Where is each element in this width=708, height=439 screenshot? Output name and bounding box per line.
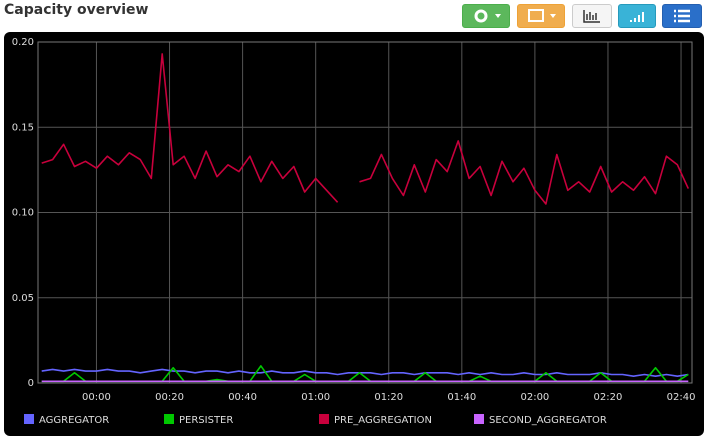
- legend-swatch: [164, 414, 174, 424]
- settings-button[interactable]: [462, 4, 510, 28]
- legend-label: SECOND_AGGREGATOR: [489, 415, 607, 426]
- y-tick-label: 0.10: [12, 208, 34, 219]
- chart-background: [4, 32, 704, 436]
- x-tick-label: 02:40: [667, 392, 696, 403]
- y-tick-label: 0.20: [12, 37, 34, 48]
- series-line: [41, 53, 690, 205]
- legend-swatch: [24, 414, 34, 424]
- icon: [474, 9, 501, 23]
- legend-label: PRE_AGGREGATION: [334, 415, 432, 426]
- legend-label: AGGREGATOR: [39, 415, 109, 426]
- icon: [528, 9, 556, 22]
- y-tick-label: 0.05: [12, 293, 34, 304]
- x-tick-label: 00:20: [155, 392, 184, 403]
- legend-swatch: [474, 414, 484, 424]
- y-tick-label: 0: [28, 378, 34, 389]
- x-tick-label: 02:20: [594, 392, 623, 403]
- series-line: [41, 368, 689, 377]
- list-button[interactable]: [662, 4, 702, 28]
- x-tick-label: 01:20: [374, 392, 403, 403]
- chart: 0 0.05 0.10 0.15 0.20 00:00 00:20 00:40 01:00 01:…: [4, 32, 704, 436]
- signal-button[interactable]: [618, 4, 656, 28]
- bar-chart-button[interactable]: [572, 4, 612, 28]
- icon: [630, 12, 644, 22]
- legend-label: PERSISTER: [179, 415, 233, 426]
- x-tick-label: 02:00: [520, 392, 549, 403]
- x-tick-label: 00:00: [82, 392, 111, 403]
- icon: [583, 10, 600, 23]
- x-tick-label: 01:40: [447, 392, 476, 403]
- y-tick-label: 0.15: [12, 122, 34, 133]
- plot-frame: [37, 41, 693, 384]
- chart-title: Capacity overview: [4, 2, 149, 18]
- x-tick-label: 01:00: [301, 392, 330, 403]
- icon: [674, 9, 690, 23]
- x-tick-label: 00:40: [228, 392, 257, 403]
- legend-swatch: [319, 414, 329, 424]
- image-button[interactable]: [517, 4, 565, 28]
